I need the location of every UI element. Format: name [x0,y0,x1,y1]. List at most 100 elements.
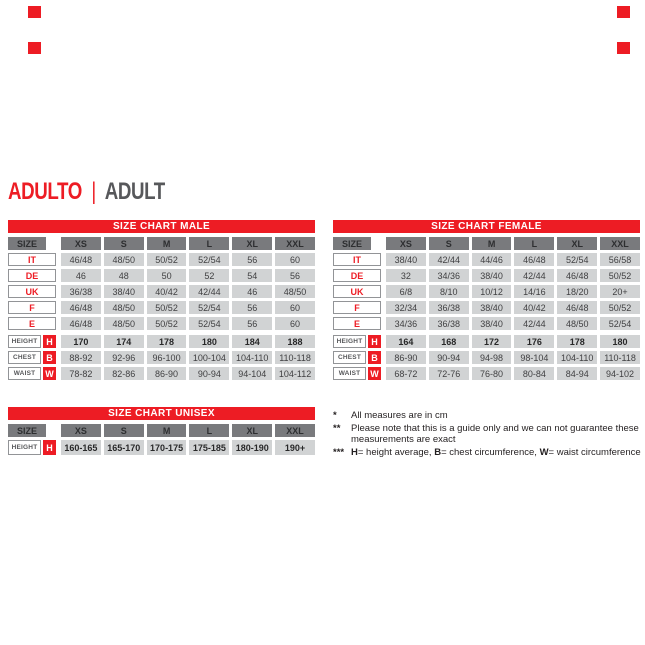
column-header-cell: L [514,237,555,250]
measure-label: WAIST [333,367,366,380]
measure-label-group: WAIST W [333,367,381,380]
size-value-cell: 52/54 [600,317,640,330]
size-value-cell: 32/34 [386,301,426,314]
size-value-cell: 46 [61,269,101,282]
measure-row: CHEST B 88-92 92-96 96-100 100-104 104-110 110-… [8,351,315,364]
size-value-cell: 56 [232,301,273,314]
column-header-cell: XS [61,237,101,250]
chart-title-bar: SIZE CHART UNISEX [8,407,315,420]
size-column-header: SIZE [8,237,46,250]
footnote-text: Please note that this is a guide only an… [351,422,639,446]
measure-row: HEIGHT H 160-165 165-170 170-175 175-185 180-1… [8,440,315,455]
chart-title-bar: SIZE CHART MALE [8,220,315,233]
measure-label: CHEST [333,351,366,364]
footnote-part: = waist circumference [548,446,641,458]
registration-mark [617,42,630,54]
measure-value-cell: 86-90 [146,367,187,380]
size-value-cell: 48/50 [103,253,144,266]
chart-title-bar: SIZE CHART FEMALE [333,220,640,233]
measure-value-cell: 104-110 [232,351,273,364]
size-value-cell: 48/50 [557,317,598,330]
page-title-separator: | [91,178,96,205]
measure-value-cell: 176 [514,335,555,348]
footnote-part: B [434,446,442,458]
measure-value-cell: 165-170 [103,440,144,455]
size-column-header: SIZE [333,237,371,250]
measure-code-badge: H [43,440,56,455]
row-label: F [8,301,56,314]
size-value-cell: 56/58 [600,253,640,266]
column-header-cell: XXL [600,237,640,250]
size-row: DE 32 34/36 38/40 42/44 46/48 50/52 [333,269,640,282]
footnote: * All measures are in cm [333,410,645,422]
size-value-cell: 50/52 [146,317,187,330]
measure-code-badge: H [43,335,56,348]
measure-value-cell: 180 [600,335,640,348]
size-value-cell: 40/42 [146,285,187,298]
size-value-cell: 46/48 [557,269,598,282]
size-value-cell: 56 [275,269,315,282]
size-value-cell: 42/44 [189,285,230,298]
column-header-row: SIZE XS S M L XL XXL [8,424,315,437]
measure-value-cell: 190+ [275,440,315,455]
size-value-cell: 32 [386,269,426,282]
footnote: ** Please note that this is a guide only … [333,423,645,446]
footnote-part: = chest circumference, [441,446,540,458]
row-label: F [333,301,381,314]
measure-row: WAIST W 78-82 82-86 86-90 90-94 94-104 104-112 [8,367,315,380]
measure-label: HEIGHT [8,335,41,348]
size-value-cell: 6/8 [386,285,426,298]
measure-value-cell: 86-90 [386,351,426,364]
measure-label: WAIST [8,367,41,380]
size-value-cell: 50/52 [600,301,640,314]
size-value-cell: 54 [232,269,273,282]
measure-value-cell: 82-86 [103,367,144,380]
size-value-cell: 46/48 [557,301,598,314]
measure-value-cell: 110-118 [600,351,640,364]
column-header-cell: XXL [275,237,315,250]
size-value-cell: 60 [275,253,315,266]
measure-value-cell: 175-185 [189,440,230,455]
measure-value-cell: 110-118 [275,351,315,364]
footnote-marker: *** [333,446,345,458]
measure-code-badge: W [43,367,56,380]
size-value-cell: 8/10 [428,285,469,298]
measure-code-badge: W [368,367,381,380]
column-header-cell: XL [232,237,273,250]
footnote-part: H [351,446,358,458]
page-title-primary: ADULTO [8,178,82,205]
size-row: E 34/36 36/38 38/40 42/44 48/50 52/54 [333,317,640,330]
size-value-cell: 36/38 [428,317,469,330]
measure-value-cell: 170 [61,335,101,348]
size-row: E 46/48 48/50 50/52 52/54 56 60 [8,317,315,330]
size-value-cell: 46/48 [514,253,555,266]
size-value-cell: 36/38 [61,285,101,298]
row-label: IT [8,253,56,266]
measure-code-badge: B [368,351,381,364]
measure-label-group: HEIGHT H [8,440,56,455]
measure-value-cell: 90-94 [189,367,230,380]
measure-value-cell: 164 [386,335,426,348]
row-label: UK [8,285,56,298]
measure-row: HEIGHT H 164 168 172 176 178 180 [333,335,640,348]
size-value-cell: 44/46 [471,253,512,266]
size-value-cell: 38/40 [471,269,512,282]
size-value-cell: 38/40 [386,253,426,266]
measure-value-cell: 88-92 [61,351,101,364]
size-value-cell: 40/42 [514,301,555,314]
measure-value-cell: 178 [557,335,598,348]
column-header-row: SIZE XS S M L XL XXL [333,237,640,250]
measure-label-group: WAIST W [8,367,56,380]
measure-value-cell: 90-94 [428,351,469,364]
size-value-cell: 46 [232,285,273,298]
measure-value-cell: 78-82 [61,367,101,380]
measure-value-cell: 180-190 [232,440,273,455]
size-value-cell: 60 [275,317,315,330]
size-row: F 32/34 36/38 38/40 40/42 46/48 50/52 [333,301,640,314]
column-header-row: SIZE XS S M L XL XXL [8,237,315,250]
column-header-cell: L [189,237,230,250]
measure-value-cell: 184 [232,335,273,348]
size-value-cell: 48/50 [275,285,315,298]
measure-label: HEIGHT [333,335,366,348]
measure-row: WAIST W 68-72 72-76 76-80 80-84 84-94 94-102 [333,367,640,380]
